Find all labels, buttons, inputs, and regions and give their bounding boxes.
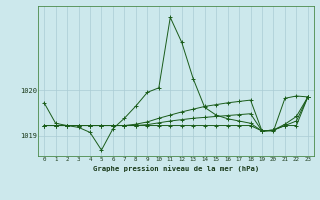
X-axis label: Graphe pression niveau de la mer (hPa): Graphe pression niveau de la mer (hPa) [93, 165, 259, 172]
